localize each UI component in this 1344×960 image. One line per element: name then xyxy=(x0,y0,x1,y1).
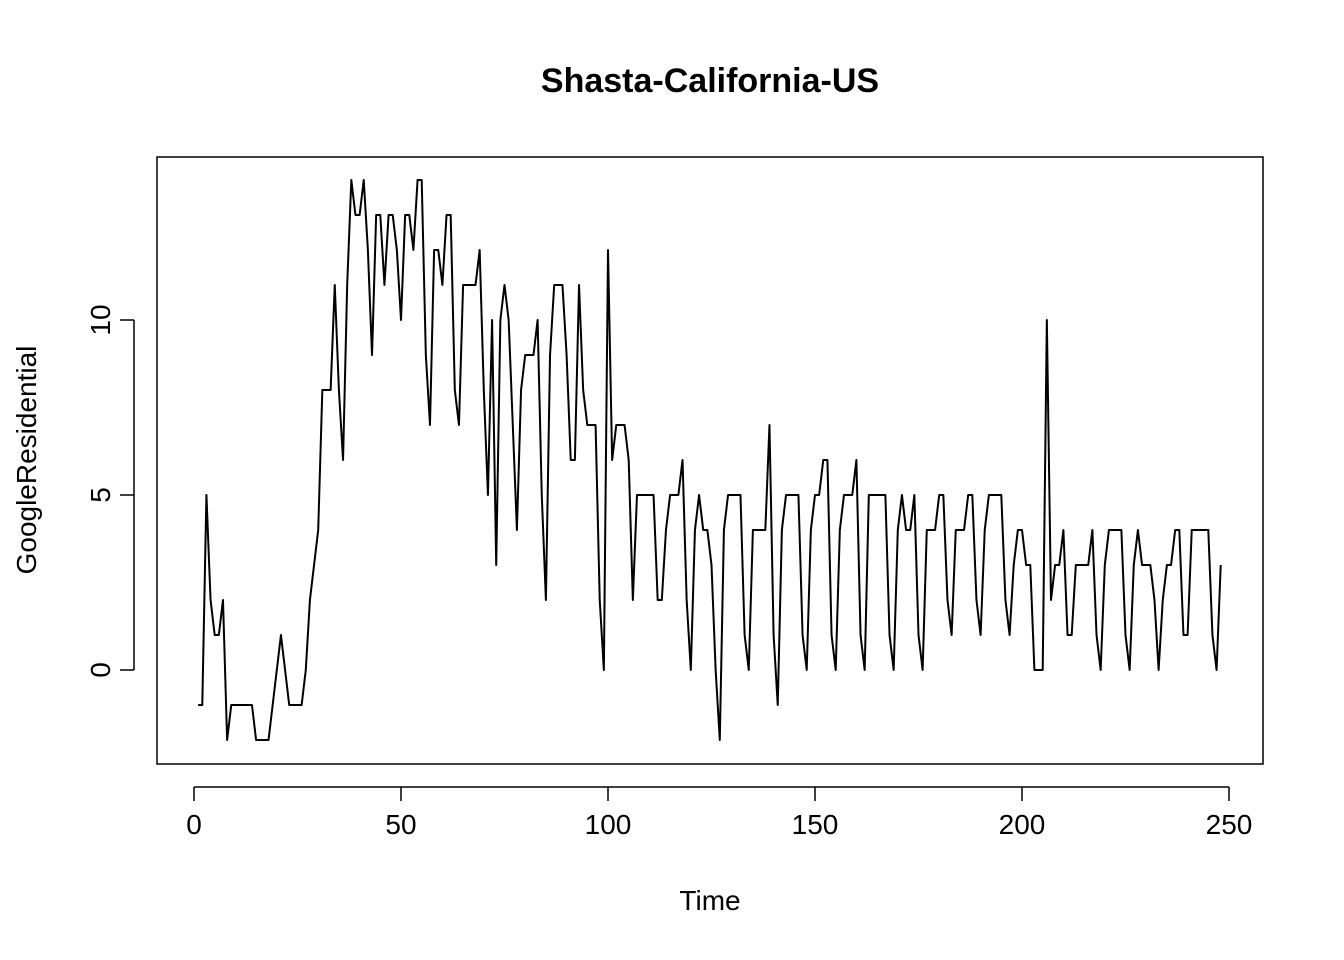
x-tick-label: 0 xyxy=(186,809,202,840)
chart-title: Shasta-California-US xyxy=(541,62,879,100)
y-tick-label: 10 xyxy=(85,304,116,335)
x-tick-label: 150 xyxy=(792,809,839,840)
x-tick-label: 50 xyxy=(385,809,416,840)
y-tick-label: 0 xyxy=(85,662,116,678)
x-tick-label: 250 xyxy=(1206,809,1253,840)
x-tick-label: 200 xyxy=(999,809,1046,840)
x-axis-label: Time xyxy=(679,885,740,916)
y-axis: 0 5 10 xyxy=(85,304,135,678)
y-axis-label: GoogleResidential xyxy=(11,346,42,575)
series-line xyxy=(198,179,1222,741)
x-tick-label: 100 xyxy=(585,809,632,840)
y-tick-label: 5 xyxy=(85,487,116,503)
x-axis: 0 50 100 150 200 250 xyxy=(186,786,1253,840)
plot-frame xyxy=(156,156,1264,765)
